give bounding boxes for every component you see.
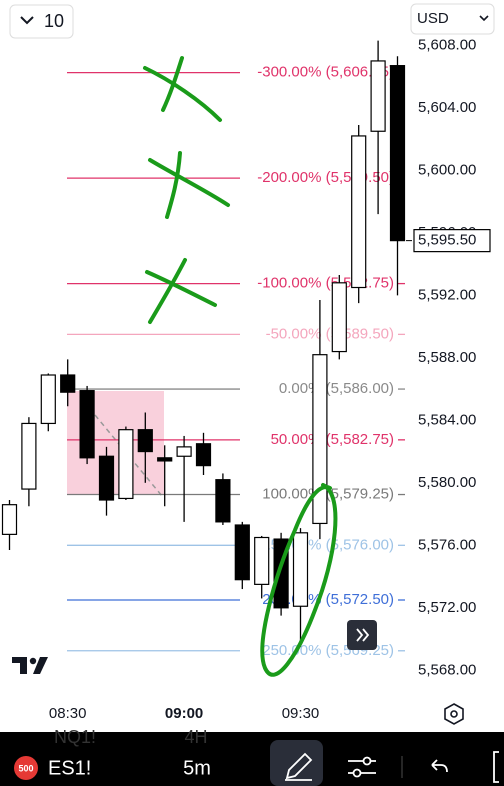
cross (145, 270, 217, 307)
candle-body (40, 374, 56, 425)
y-tick-label: 5,592.00 (418, 286, 476, 303)
candle-body (21, 422, 37, 490)
badge-text: 500 (18, 763, 33, 773)
candle-body (176, 446, 192, 457)
logo (33, 657, 48, 674)
bracket-icon (493, 751, 499, 783)
fib-label: -200.00% (5,599.50) (257, 169, 394, 186)
candle-body (60, 374, 76, 393)
toolbar-bg (0, 732, 504, 786)
candle-body (370, 60, 386, 132)
fib-label: -300.00% (5,606.25) (257, 64, 394, 81)
candle-body (292, 532, 309, 607)
y-tick-label: 5,588.00 (418, 349, 476, 366)
fib-label: 50.00% (5,582.75) (271, 431, 394, 448)
candle-body (118, 429, 134, 500)
tv-logo (12, 657, 48, 674)
candle-body (254, 536, 270, 585)
candle-body (215, 479, 231, 523)
settings-icon (450, 710, 458, 718)
ghost-symbol: NQ1! (54, 727, 96, 747)
candle-body (234, 524, 250, 581)
cross (148, 158, 230, 207)
badge (14, 756, 38, 780)
currency-select[interactable] (410, 3, 495, 35)
y-tick-label: 5,604.00 (418, 99, 476, 116)
y-tick-label: 5,600.00 (418, 161, 476, 178)
interval-button[interactable] (9, 4, 74, 39)
cross (161, 56, 184, 112)
cross (148, 258, 187, 324)
candle-body (98, 455, 115, 501)
candle-body (312, 354, 328, 525)
settings-icon[interactable] (444, 703, 464, 725)
cross (165, 151, 182, 219)
fib-label: -100.00% (5,592.75) (257, 275, 394, 292)
last-price-box (413, 229, 491, 253)
interval: 10 (44, 11, 64, 31)
undo-icon[interactable] (431, 759, 448, 773)
interval[interactable]: 5m (183, 757, 211, 779)
y-tick-label: 5,584.00 (418, 411, 476, 428)
symbol[interactable]: ES1! (48, 757, 91, 779)
y-tick-label: 5,576.00 (418, 536, 476, 553)
plot: 5,568.00 5,572.00 5,576.00 5,580.00 5,584.00… (1, 36, 491, 722)
candle-body (195, 443, 212, 467)
chevron (20, 16, 34, 25)
candle-body (389, 65, 406, 242)
chevron (479, 15, 489, 22)
circle (260, 483, 338, 677)
cross (143, 66, 222, 122)
last-price-label: 5,595.50 (418, 232, 476, 249)
candle-body (331, 282, 347, 353)
candle-body (351, 135, 367, 289)
y-tick-label: 5,608.00 (418, 36, 476, 53)
sliders-icon (362, 756, 372, 766)
bottom-bar: NQ1! 4H 500 ES1! 5m (0, 727, 504, 786)
ghost-interval: 4H (184, 727, 207, 747)
fib-label: -50.00% (5,589.50) (266, 325, 394, 342)
logo (29, 657, 37, 665)
x-tick-label: 09:00 (165, 705, 203, 722)
fib-label: 0.00% (5,586.00) (279, 380, 394, 397)
y-tick-label: 5,568.00 (418, 661, 476, 678)
fib-label: 100.00% (5,579.25) (262, 486, 394, 503)
pencil-icon (285, 752, 313, 781)
candle-body (1, 504, 18, 535)
candle-body (79, 390, 95, 459)
annotations (143, 56, 338, 677)
currency: USD (417, 10, 449, 27)
chevrons (356, 628, 370, 642)
top-bar: 10 USD (9, 3, 495, 39)
sliders-icon (352, 768, 362, 778)
candle-body (157, 457, 173, 462)
y-tick-label: 5,572.00 (418, 599, 476, 616)
logo (12, 657, 27, 674)
x-tick-label: 09:30 (282, 705, 320, 722)
y-tick-label: 5,580.00 (418, 474, 476, 491)
x-tick-label: 08:30 (49, 705, 87, 722)
candle-body (137, 429, 153, 453)
